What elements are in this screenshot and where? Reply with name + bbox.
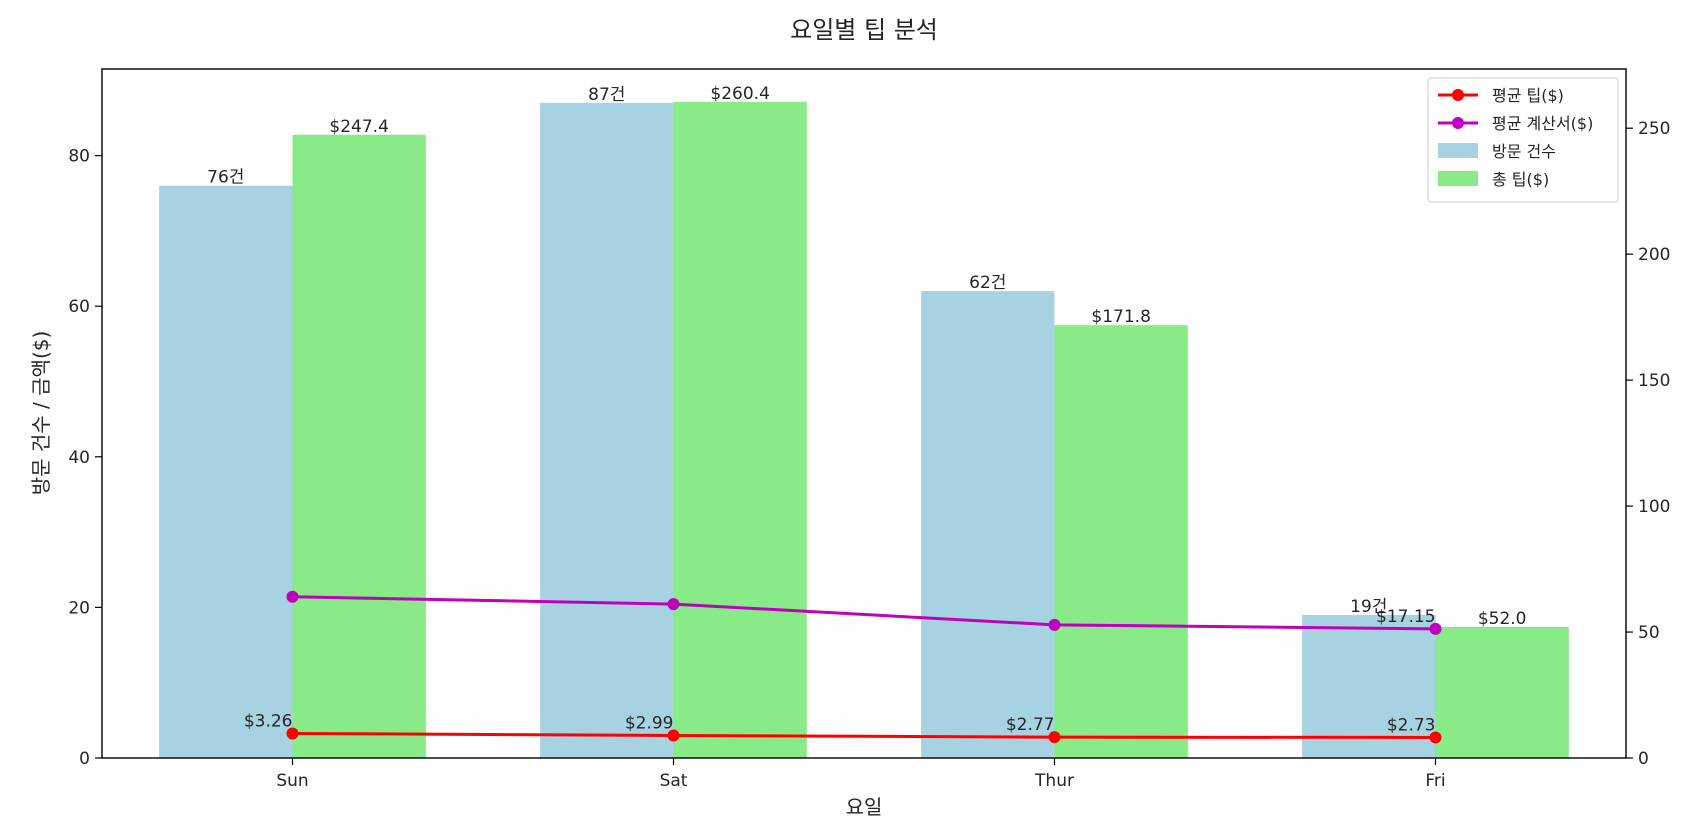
y2-tick-label: 100 xyxy=(1638,497,1670,517)
data-label: 87건 xyxy=(588,85,625,105)
data-label: $247.4 xyxy=(329,117,388,137)
bar xyxy=(1302,614,1436,758)
y2-tick-label: 0 xyxy=(1638,749,1649,769)
bar xyxy=(1054,325,1188,758)
y-axis-label: 방문 건수 / 금액($) xyxy=(29,331,53,496)
legend-label: 총 팁($) xyxy=(1492,170,1549,189)
series-point xyxy=(1429,622,1442,635)
data-label: $3.26 xyxy=(244,711,293,731)
y-tick-label: 0 xyxy=(79,749,90,769)
legend-bar-swatch xyxy=(1438,143,1478,158)
plot-frame xyxy=(101,68,1627,759)
series-point xyxy=(1429,731,1442,744)
chart-title: 요일별 팁 분석 xyxy=(790,16,938,44)
x-axis-label: 요일 xyxy=(846,795,883,819)
y-tick-label: 20 xyxy=(68,598,90,618)
series-point xyxy=(1048,731,1061,744)
data-label: 76건 xyxy=(207,168,244,188)
series-point xyxy=(667,598,680,611)
y-tick-label: 40 xyxy=(68,448,90,468)
x-tick-label: Thur xyxy=(1034,771,1074,791)
bar xyxy=(159,185,293,759)
series-line xyxy=(292,731,1436,739)
y-tick-label: 80 xyxy=(68,147,90,167)
legend-bar-swatch xyxy=(1438,171,1478,186)
x-tick-label: Sat xyxy=(660,771,688,791)
series-line xyxy=(292,595,1436,631)
data-label: $171.8 xyxy=(1091,307,1150,327)
legend-label: 평균 팁($) xyxy=(1492,86,1564,105)
x-tick-label: Sun xyxy=(276,771,308,791)
data-label: $2.73 xyxy=(1387,715,1436,735)
legend-label: 방문 건수 xyxy=(1492,142,1556,161)
legend-marker xyxy=(1452,117,1464,129)
y-axis-right: 0 50 100 150 200 250 xyxy=(1626,119,1670,769)
bar xyxy=(1435,627,1569,758)
data-label: $17.15 xyxy=(1376,607,1435,627)
series-point xyxy=(286,590,299,603)
data-label: $2.99 xyxy=(625,713,674,733)
bar xyxy=(540,102,674,758)
legend-label: 평균 계산서($) xyxy=(1492,114,1593,133)
plot-area: 76건 87건 62건 19건 $247.4 $260.4 $171.8 $52.0 $3.26… xyxy=(159,84,1569,759)
y2-tick-label: 250 xyxy=(1638,119,1670,139)
data-label: $52.0 xyxy=(1478,609,1527,629)
data-label: 62건 xyxy=(969,273,1006,293)
y-axis-left: 0 20 40 60 80 xyxy=(68,147,102,769)
y2-tick-label: 50 xyxy=(1638,623,1660,643)
data-label: $260.4 xyxy=(710,84,769,104)
data-label: 19건 xyxy=(1350,597,1387,617)
legend-marker xyxy=(1452,89,1464,101)
legend: 평균 팁($) 평균 계산서($) 방문 건수총 팁($) xyxy=(1427,77,1619,203)
bar xyxy=(921,291,1055,758)
x-tick-label: Fri xyxy=(1425,771,1445,791)
series-point xyxy=(1048,618,1061,631)
bar xyxy=(673,102,807,758)
y2-tick-label: 150 xyxy=(1638,371,1670,391)
y-tick-label: 60 xyxy=(68,297,90,317)
y2-tick-label: 200 xyxy=(1638,245,1670,265)
series-point xyxy=(286,727,299,740)
x-axis: Sun Sat Thur Fri xyxy=(276,758,1446,791)
series-point xyxy=(667,729,680,742)
bar xyxy=(292,134,426,759)
data-label: $2.77 xyxy=(1006,715,1055,735)
